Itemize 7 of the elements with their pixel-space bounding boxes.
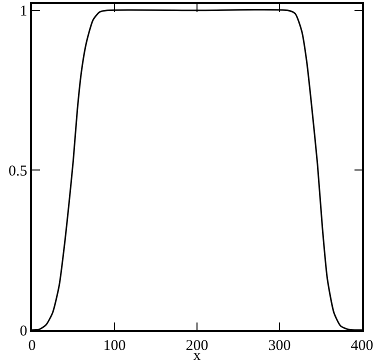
x-tick-label: 200 bbox=[186, 338, 208, 354]
y-tick-label: 1 bbox=[20, 4, 28, 20]
y-tick-label: 0 bbox=[20, 323, 28, 340]
y-tick-label: 0.5 bbox=[8, 163, 28, 180]
x-tick-label: 400 bbox=[350, 338, 374, 354]
x-tick-label: 100 bbox=[103, 338, 126, 354]
x-tick-label: 300 bbox=[268, 338, 291, 354]
